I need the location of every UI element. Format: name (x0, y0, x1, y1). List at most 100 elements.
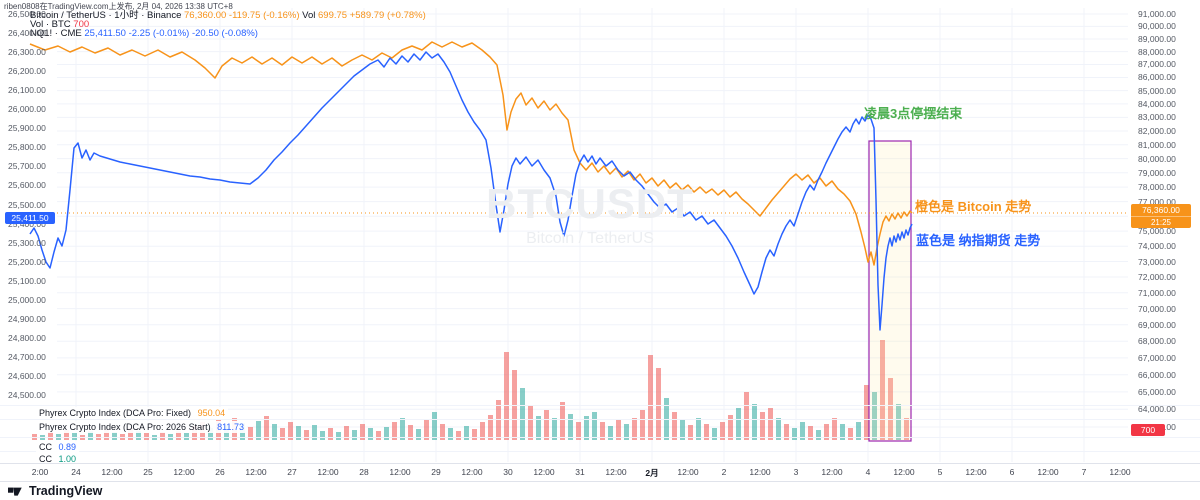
volume-bar (408, 425, 413, 440)
right-axis-label: 64,000.00 (1138, 404, 1176, 415)
volume-bar (64, 430, 69, 440)
time-label: 12:00 (893, 467, 915, 477)
pane-phyrex-fixed[interactable]: Phyrex Crypto Index (DCA Pro: Fixed) 950… (36, 407, 229, 419)
time-label: 2月 (645, 468, 659, 478)
series-BTCUSDT[interactable] (29, 41, 913, 266)
volume-bar (800, 422, 805, 440)
pane-cc-1-value: 0.89 (58, 442, 77, 452)
volume-bar (264, 416, 269, 440)
left-axis-label: 25,500.00 (8, 199, 46, 210)
volume-bar (560, 402, 565, 440)
time-label: 24 (71, 467, 81, 477)
pane-separator[interactable] (0, 437, 1200, 438)
left-axis-label: 25,900.00 (8, 123, 46, 134)
time-label: 12:00 (605, 467, 627, 477)
pane-phyrex-2026[interactable]: Phyrex Crypto Index (DCA Pro: 2026 Start… (36, 421, 247, 433)
volume-bar (600, 422, 605, 440)
right-axis-label: 67,000.00 (1138, 352, 1176, 363)
time-label: 29 (431, 467, 441, 477)
left-axis-label: 25,600.00 (8, 180, 46, 191)
tradingview-brand[interactable]: TradingView (29, 484, 103, 498)
volume-indicator-title[interactable]: Vol · BTC (30, 19, 71, 31)
right-axis-label: 68,000.00 (1138, 336, 1176, 347)
volume-bar (328, 428, 333, 440)
pane-separator[interactable] (0, 451, 1200, 452)
volume-bar (112, 432, 117, 440)
volume-bar (528, 406, 533, 440)
time-label: 12:00 (965, 467, 987, 477)
volume-bar (272, 424, 277, 440)
pane-separator[interactable] (0, 419, 1200, 420)
time-label: 12:00 (389, 467, 411, 477)
pane-cc-1-label[interactable]: CC (39, 442, 52, 452)
legend-row-volume[interactable]: Vol · BTC 700 (30, 19, 426, 31)
volume-bar (864, 385, 869, 440)
volume-bar (792, 428, 797, 440)
right-axis-label: 78,000.00 (1138, 182, 1176, 193)
tradingview-logo-icon[interactable] (8, 484, 24, 498)
right-axis-label: 74,000.00 (1138, 241, 1176, 252)
right-axis-label: 90,000.00 (1138, 21, 1176, 32)
legend-row-nq[interactable]: NQ1! · CME 25,411.50 -2.25 (-0.01%) -20.… (30, 28, 426, 40)
left-axis-label: 26,000.00 (8, 104, 46, 115)
pane-separator[interactable] (0, 405, 1200, 406)
series-NQ1![interactable] (29, 51, 913, 331)
right-axis-label: 87,000.00 (1138, 59, 1176, 70)
pane-phyrex-fixed-label[interactable]: Phyrex Crypto Index (DCA Pro: Fixed) (39, 408, 192, 418)
left-axis-label: 25,700.00 (8, 161, 46, 172)
left-axis-label: 24,900.00 (8, 313, 46, 324)
annotation-orange-bitcoin[interactable]: 橙色是 Bitcoin 走势 (915, 199, 1032, 214)
pane-cc-1[interactable]: CC 0.89 (36, 441, 80, 453)
annotation-shutdown-end[interactable]: 凌晨3点停摆结束 (864, 106, 963, 121)
symbol-change2: +589.79 (+0.78%) (349, 10, 426, 21)
right-axis-label: 89,000.00 (1138, 33, 1176, 44)
share-caption: riben0808在TradingView.com上发布, 2月 04, 202… (4, 2, 233, 11)
volume-bar (192, 426, 197, 440)
volume-bar (336, 432, 341, 440)
left-axis-label: 25,000.00 (8, 294, 46, 305)
pane-cc-2[interactable]: CC 1.00 (36, 453, 80, 465)
pane-cc-2-label[interactable]: CC (39, 454, 52, 464)
left-axis-label: 24,500.00 (8, 390, 46, 400)
volume-bar (376, 431, 381, 440)
volume-bar (136, 431, 141, 440)
volume-bar (536, 416, 541, 440)
annotation-blue-nasdaq[interactable]: 蓝色是 纳指期货 走势 (916, 233, 1041, 248)
volume-bar (704, 424, 709, 440)
volume-bar (288, 422, 293, 440)
volume-bar (440, 424, 445, 440)
legend-row-symbol[interactable]: Bitcoin / TetherUS · 1小时 · Binance 76,36… (30, 10, 426, 21)
right-axis-label: 71,000.00 (1138, 287, 1176, 298)
time-label: 28 (359, 467, 369, 477)
volume-bar (832, 418, 837, 440)
left-axis-label: 26,200.00 (8, 66, 46, 77)
pane-phyrex-2026-label[interactable]: Phyrex Crypto Index (DCA Pro: 2026 Start… (39, 422, 211, 432)
volume-bar (896, 404, 901, 440)
volume-bar (128, 428, 133, 440)
time-label: 6 (1009, 467, 1015, 477)
symbol-title[interactable]: Bitcoin / TetherUS · 1小时 · Binance (30, 10, 182, 21)
volume-bar (48, 432, 53, 440)
volume-bar (816, 430, 821, 440)
volume-bar (304, 430, 309, 440)
volume-bar (320, 431, 325, 440)
volume-bar (392, 422, 397, 440)
right-axis-label: 77,000.00 (1138, 196, 1176, 207)
volume-bar (680, 420, 685, 440)
left-axis-label: 26,300.00 (8, 47, 46, 58)
volume-bar (464, 426, 469, 440)
pane-cc-2-value: 1.00 (58, 454, 77, 464)
nq-title[interactable]: NQ1! · CME (30, 28, 82, 40)
right-axis-label: 82,000.00 (1138, 125, 1176, 136)
volume-bar (880, 340, 885, 440)
volume-bar (368, 428, 373, 440)
volume-bar (728, 415, 733, 440)
left-axis-label: 26,500.00 (8, 9, 46, 19)
right-axis-label: 70,000.00 (1138, 303, 1176, 314)
volume-bar (712, 428, 717, 440)
time-label: 12:00 (533, 467, 555, 477)
volume-badge: 700 (1131, 424, 1165, 436)
volume-bar (872, 392, 877, 440)
